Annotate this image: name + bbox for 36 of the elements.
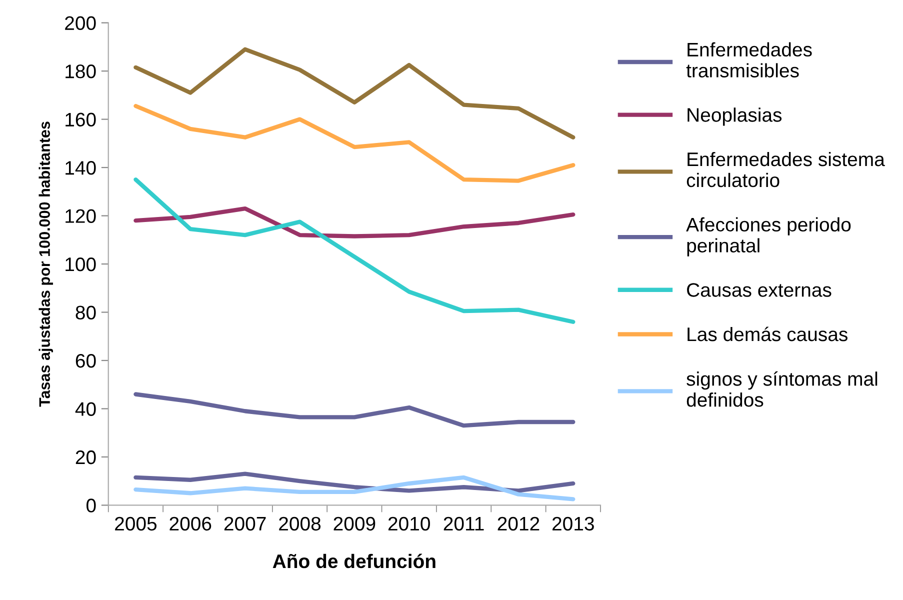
y-tick-label: 120 <box>66 209 96 223</box>
y-tick-label: 160 <box>66 112 96 127</box>
line-series <box>134 104 576 183</box>
x-axis-title: Año de defunción <box>272 554 436 568</box>
y-tick-label: 140 <box>66 160 96 175</box>
legend-label: Afecciones periodo perinatal <box>686 217 851 256</box>
line-series <box>134 472 576 493</box>
y-tick-label: 180 <box>66 64 96 78</box>
line-series <box>134 206 576 238</box>
y-tick-label: 0 <box>86 498 96 512</box>
x-tick-label: 2005 <box>115 516 157 531</box>
x-tick-label: 2009 <box>334 516 376 531</box>
y-tick-label: 100 <box>66 257 96 272</box>
y-tick-label: 60 <box>76 354 96 368</box>
legend-label: Las demás causas <box>688 326 848 342</box>
x-tick-label: 2012 <box>498 516 540 531</box>
line-series <box>134 392 576 428</box>
y-tick-label: 20 <box>76 450 96 464</box>
legend-label: Neoplasias <box>688 108 782 126</box>
y-tick-label: 200 <box>65 16 96 30</box>
y-axis-title: Tasas ajustadas por 100.000 habitantes <box>38 122 54 407</box>
y-tick-label: 80 <box>76 306 96 320</box>
x-tick-label: 2013 <box>552 516 594 531</box>
x-tick-label: 2008 <box>279 516 321 531</box>
line-series <box>134 475 576 502</box>
x-tick-label: 2006 <box>170 516 212 531</box>
line-series <box>134 177 576 324</box>
y-tick-label: 40 <box>75 402 96 416</box>
legend-label: Enfermedades sistema circulatorio <box>686 152 885 188</box>
line-series <box>134 47 576 140</box>
legend-label: Causas externas <box>687 283 832 297</box>
x-tick-label: 2010 <box>388 516 430 531</box>
legend-label: Enfermedades transmisibles <box>686 42 812 78</box>
x-tick-label: 2007 <box>224 516 266 531</box>
x-tick-label: 2011 <box>444 516 484 531</box>
legend-label: signos y síntomas mal definidos <box>686 371 878 407</box>
